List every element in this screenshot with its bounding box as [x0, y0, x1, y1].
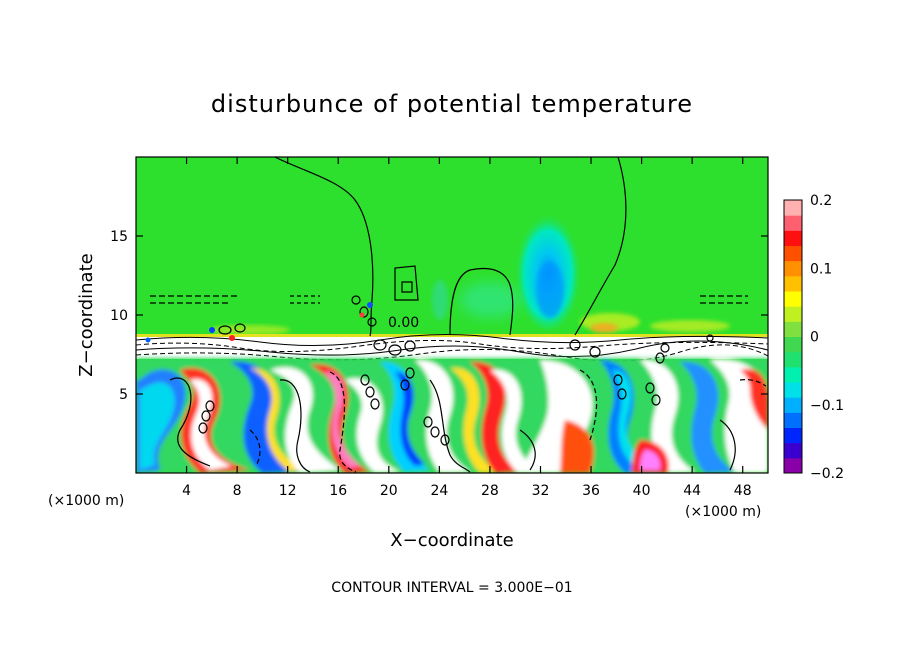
lower-contour-3 [329, 371, 357, 473]
colorbar-swatch [784, 260, 802, 277]
colorbar-swatch [784, 291, 802, 307]
blue-swirl-6 [600, 360, 660, 473]
lower-contour-8 [249, 429, 261, 467]
blue-swirl-3 [395, 372, 425, 466]
yellow-swirl-2 [250, 368, 305, 472]
colorbar-tick-label: −0.1 [810, 398, 844, 414]
x-tick-label: 32 [532, 483, 550, 499]
colorbar-swatch [784, 366, 802, 383]
zero-contour-hill [449, 267, 514, 336]
red-swirl-4 [470, 361, 520, 473]
colorbar-swatch [784, 306, 802, 322]
colorbar-swatch [784, 275, 802, 292]
stable-layer-contours [136, 333, 768, 362]
zero-contour-right [574, 157, 627, 336]
blue-swirl-8 [680, 361, 735, 473]
dashed-contour-upper-left [150, 295, 240, 304]
contour-lines [150, 157, 767, 473]
y-axis-ticks: 5 10 15 [110, 229, 768, 403]
white-swirl-3 [345, 378, 400, 473]
x-unit-label: (×1000 m) [685, 504, 761, 520]
upper-yellow-patch-right [650, 320, 730, 332]
lower-turbulent-field [136, 358, 768, 473]
cyan-swirl-1 [140, 382, 175, 470]
lower-contour-1 [169, 377, 211, 467]
colorbar-swatch [784, 412, 802, 428]
blue-swirl-2 [230, 361, 300, 473]
colorbar-swatch [784, 336, 802, 353]
colorbar-ticks: 0.2 0.1 0 −0.1 −0.2 [810, 193, 844, 482]
lower-contour-7 [719, 419, 736, 471]
contour-loops [198, 295, 714, 446]
chart-title: disturbunce of potential temperature [211, 90, 693, 118]
x-axis-ticks: 4 8 12 16 20 24 28 32 36 40 44 48 [182, 157, 752, 499]
colorbar [783, 199, 803, 474]
lower-contour-5 [519, 429, 536, 471]
cyan-swirl-6 [612, 370, 646, 466]
red-swirl-2 [310, 364, 370, 473]
y-axis-label: Z−coordinate [76, 253, 97, 376]
colorbar-tick-label: 0.1 [810, 261, 832, 277]
colorbar-tick-label: 0.2 [810, 193, 832, 209]
inversion-specks [145, 302, 373, 343]
dashed-contour-upper-right [700, 295, 748, 304]
y-tick-label: 5 [119, 387, 128, 403]
x-tick-label: 20 [380, 483, 398, 499]
upper-teal-patch [460, 282, 520, 318]
lower-contour-9 [739, 379, 767, 387]
colorbar-swatch [784, 321, 802, 337]
x-tick-label: 44 [683, 483, 701, 499]
yellow-swirl-4 [450, 367, 498, 473]
white-swirl-5 [490, 369, 540, 473]
y-unit-label: (×1000 m) [48, 493, 124, 509]
y-tick-label: 10 [110, 308, 128, 324]
plot-area: 0.00 [136, 157, 768, 473]
x-tick-label: 24 [430, 483, 448, 499]
zero-contour-box [394, 265, 419, 301]
colorbar-swatch [784, 200, 802, 216]
colorbar-swatch [784, 442, 802, 459]
colorbar-swatch [784, 351, 802, 368]
colorbar-swatch [784, 397, 802, 413]
x-tick-label: 12 [279, 483, 297, 499]
colorbar-tick-label: 0 [810, 330, 819, 346]
magenta-swirl-2 [324, 371, 360, 468]
lower-contour-6 [579, 369, 598, 441]
colorbar-swatch [784, 427, 802, 444]
zero-contour-main [274, 157, 374, 337]
lower-contour-2 [279, 379, 311, 473]
upper-plume-inner [536, 262, 564, 318]
upper-orange-patch [590, 323, 618, 333]
x-axis-label: X−coordinate [390, 530, 513, 551]
x-tick-label: 40 [633, 483, 651, 499]
y-tick-label: 15 [110, 229, 128, 245]
colorbar-swatch [784, 215, 802, 231]
red-swirl-8 [740, 369, 768, 430]
x-tick-label: 36 [582, 483, 600, 499]
colorbar-swatch [784, 382, 802, 398]
magenta-swirl-7 [640, 450, 661, 470]
white-swirl-1 [190, 379, 232, 470]
contour-label: 0.00 [388, 315, 419, 331]
zero-contour-ring [401, 281, 413, 293]
x-tick-label: 48 [734, 483, 752, 499]
colorbar-frame [783, 199, 803, 474]
dashed-contour-upper-mid [290, 295, 320, 304]
colorbar-swatch [784, 230, 802, 246]
x-tick-label: 8 [233, 483, 242, 499]
orange-swirl-6 [560, 420, 594, 473]
colorbar-swatch [784, 245, 802, 262]
x-tick-label: 4 [182, 483, 191, 499]
upper-teal-patch-left [432, 280, 448, 320]
x-tick-label: 16 [329, 483, 347, 499]
inversion-layer [136, 334, 768, 338]
contour-interval-label: CONTOUR INTERVAL = 3.000E−01 [331, 580, 572, 596]
colorbar-swatch [784, 457, 802, 474]
colorbar-tick-label: −0.2 [810, 466, 844, 482]
lower-contour-4 [429, 379, 471, 473]
x-tick-label: 28 [481, 483, 499, 499]
white-swirl-2 [270, 367, 340, 473]
